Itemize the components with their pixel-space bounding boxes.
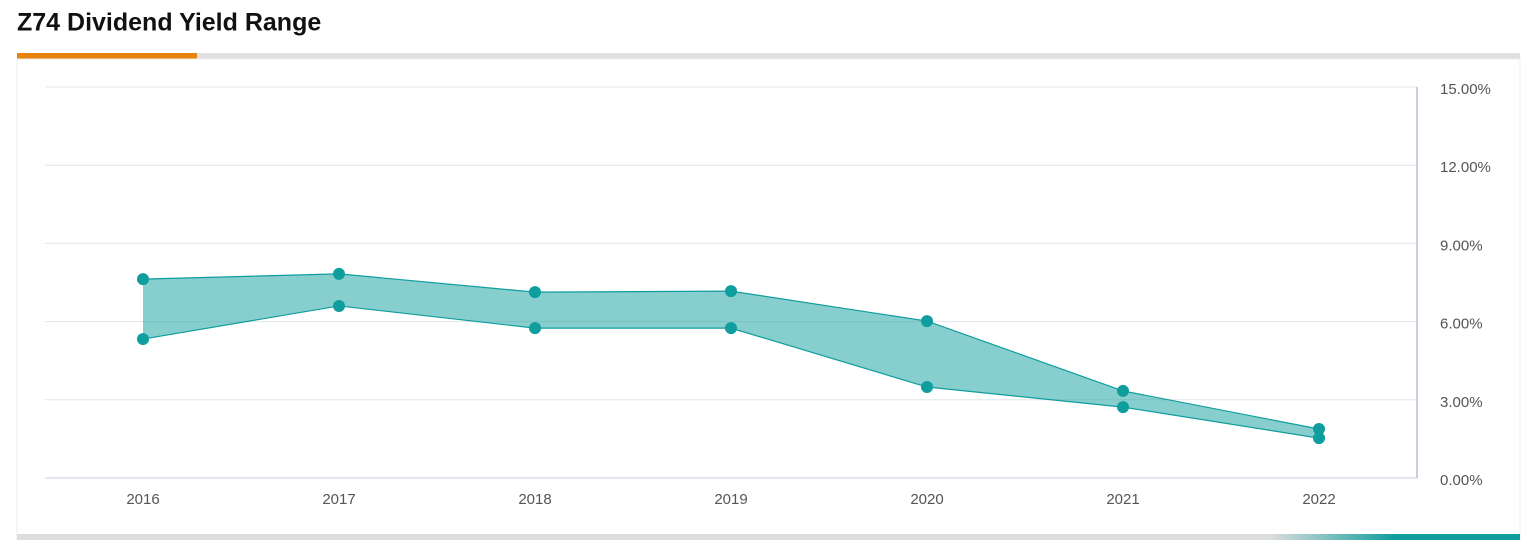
high-point [725, 285, 737, 298]
high-point [529, 286, 541, 299]
footer-rule [17, 534, 1520, 540]
x-tick-label: 2021 [1106, 491, 1139, 508]
footer-accent [1270, 534, 1520, 540]
header-rule [17, 53, 1520, 59]
range-area [143, 273, 1319, 439]
high-point [1117, 384, 1129, 397]
low-point [921, 381, 933, 394]
y-tick-label: 0.00% [1440, 472, 1483, 489]
y-tick-label: 15.00% [1440, 81, 1491, 98]
header-accent [17, 53, 197, 59]
low-point [1313, 432, 1325, 445]
x-tick-label: 2019 [714, 491, 747, 508]
y-tick-label: 3.00% [1440, 394, 1483, 411]
high-point [1313, 422, 1325, 435]
y-tick-label: 9.00% [1440, 237, 1483, 254]
low-point [333, 299, 345, 312]
x-tick-label: 2020 [910, 491, 943, 508]
y-tick-label: 12.00% [1440, 159, 1491, 176]
high-point [333, 267, 345, 280]
low-point [1117, 401, 1129, 414]
y-tick-label: 6.00% [1440, 316, 1483, 333]
x-tick-label: 2022 [1302, 491, 1335, 508]
low-point [137, 333, 149, 346]
x-tick-label: 2017 [322, 491, 355, 508]
high-point [137, 273, 149, 286]
low-point [529, 322, 541, 335]
chart-title: Z74 Dividend Yield Range [17, 9, 321, 37]
high-point [921, 315, 933, 328]
x-tick-label: 2018 [518, 491, 551, 508]
low-point [725, 322, 737, 335]
x-tick-label: 2016 [126, 491, 159, 508]
